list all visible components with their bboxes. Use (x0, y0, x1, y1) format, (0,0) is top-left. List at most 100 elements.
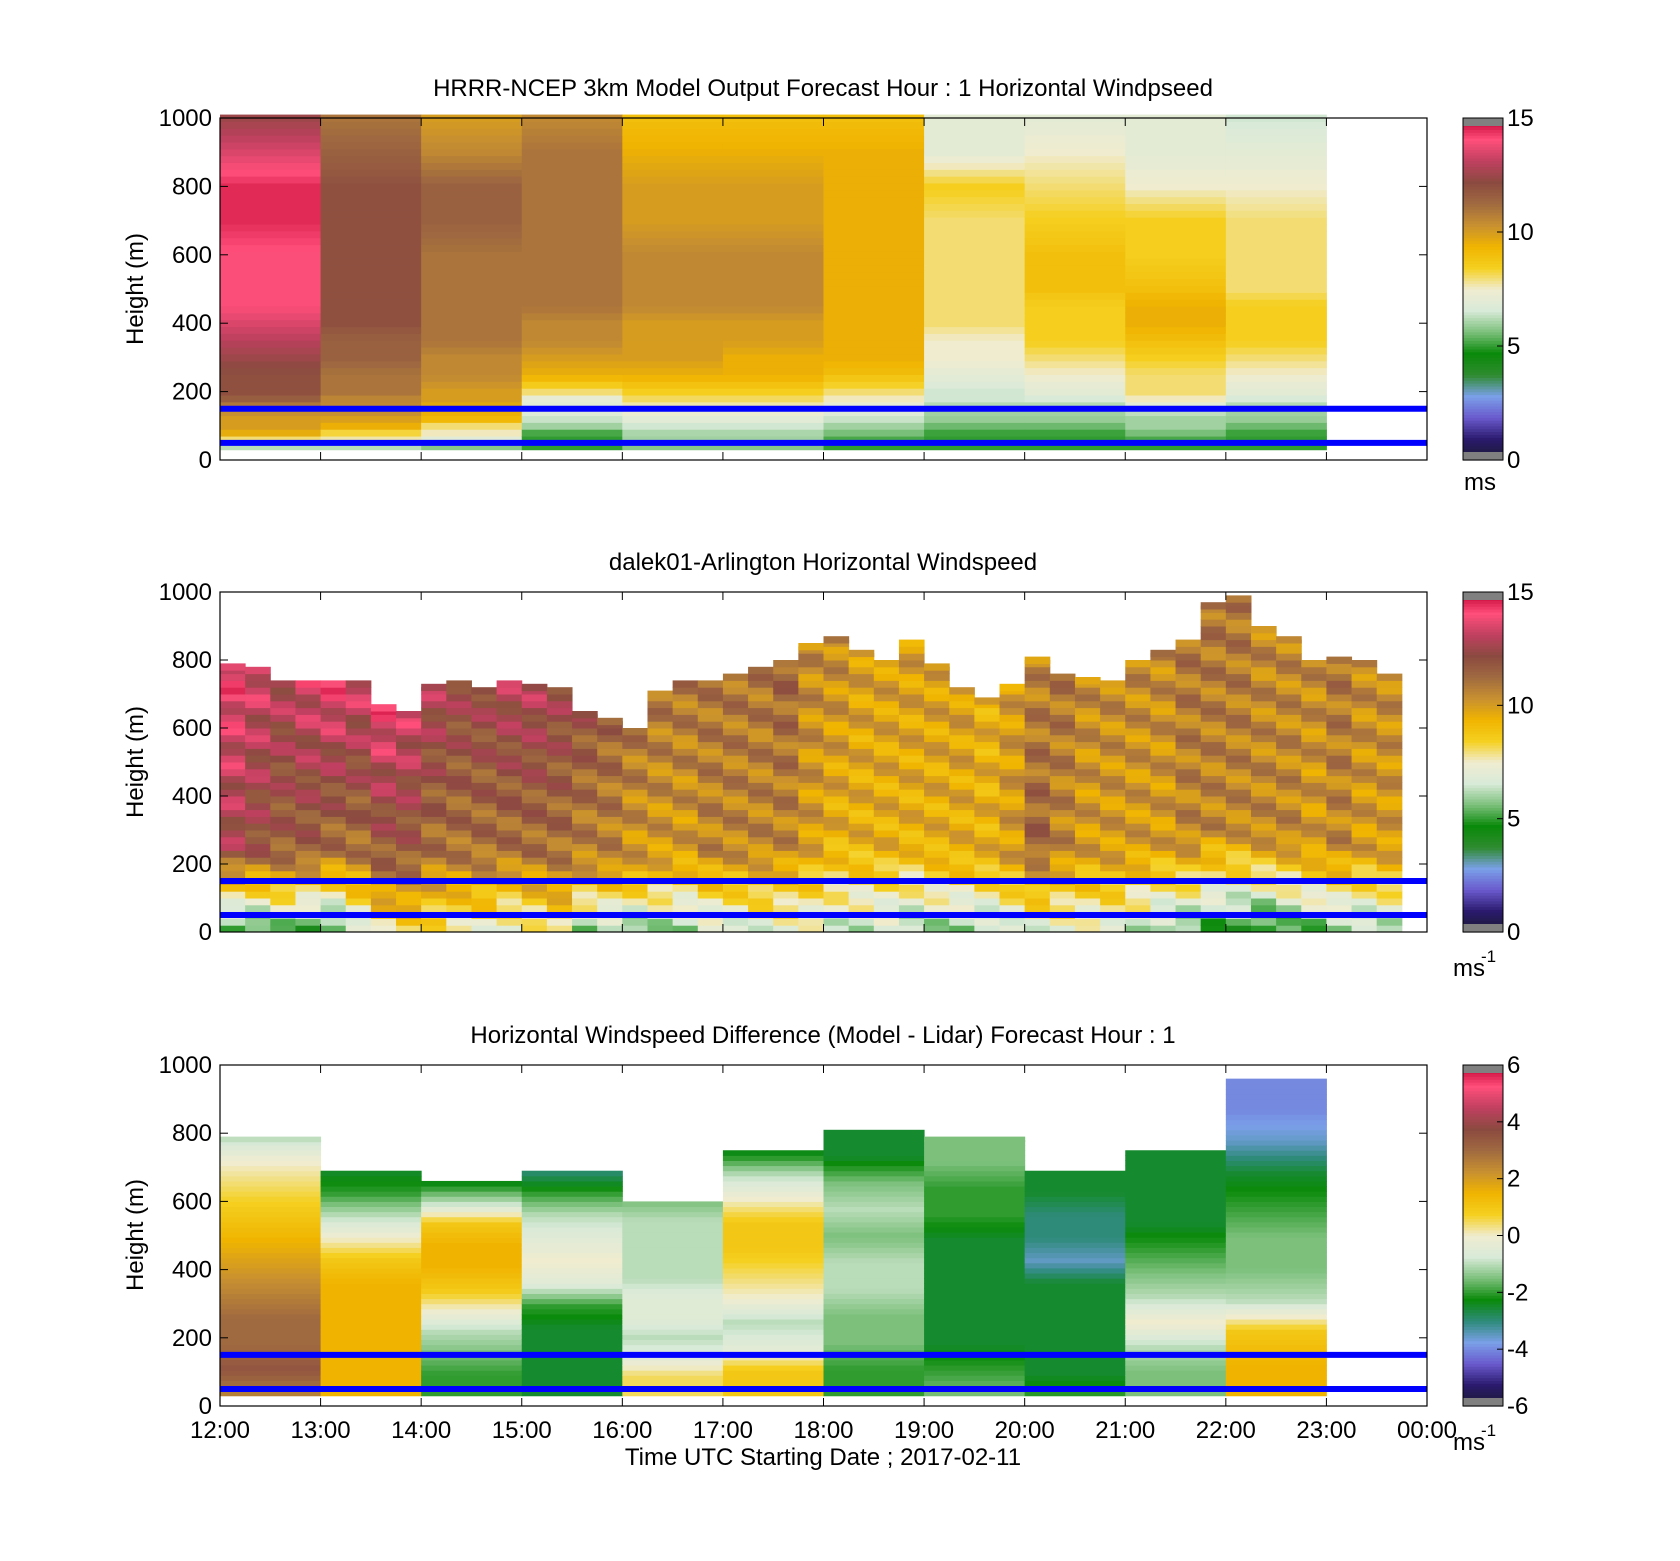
heatmap-cell (295, 734, 322, 743)
heatmap-cell (1225, 1288, 1327, 1294)
heatmap-cell (421, 367, 523, 375)
heatmap-cell (1376, 904, 1403, 913)
heatmap-cell (1250, 632, 1277, 641)
heatmap-cell (270, 755, 296, 763)
heatmap-cell (320, 1175, 422, 1182)
heatmap-cell (622, 230, 724, 239)
colorbar-segment (1463, 403, 1503, 407)
heatmap-cell (1376, 721, 1403, 729)
heatmap-cell (370, 734, 397, 743)
heatmap-cell (1376, 775, 1403, 783)
colorbar-segment (1463, 807, 1503, 811)
panel-lidar-colorbar-unit-sup: -1 (1481, 947, 1496, 966)
heatmap-cell (924, 367, 1026, 375)
heatmap-cell (924, 1216, 1026, 1223)
heatmap-cell (421, 1273, 523, 1279)
heatmap-cell (1024, 408, 1126, 417)
heatmap-cell (421, 1319, 523, 1325)
heatmap-cell (823, 148, 925, 157)
colorbar-segment (1463, 821, 1503, 825)
heatmap-cell (873, 884, 900, 892)
heatmap-cell (974, 809, 1001, 817)
heatmap-cell (521, 694, 548, 702)
heatmap-cell (546, 904, 573, 913)
heatmap-cell (220, 1319, 322, 1325)
heatmap-cell (521, 381, 623, 389)
heatmap-cell (1250, 734, 1277, 743)
colorbar-segment (1463, 790, 1503, 794)
heatmap-cell (1150, 925, 1177, 933)
heatmap-cell (320, 1344, 422, 1351)
colorbar-segment (1463, 1221, 1503, 1225)
heatmap-cell (924, 415, 1026, 423)
heatmap-cell (597, 768, 623, 777)
heatmap-cell (1150, 870, 1177, 879)
heatmap-cell (1150, 857, 1177, 865)
heatmap-cell (1200, 612, 1227, 620)
heatmap-cell (1150, 775, 1177, 783)
colorbar-tick-label: 15 (1507, 105, 1534, 132)
heatmap-cell (345, 762, 372, 770)
heatmap-cell (748, 830, 774, 838)
heatmap-cell (521, 141, 623, 150)
heatmap-cell (1225, 388, 1327, 396)
heatmap-cell (1150, 782, 1177, 790)
heatmap-cell (396, 711, 422, 719)
colorbar-segment (1463, 1263, 1503, 1268)
heatmap-cell (823, 1150, 925, 1156)
heatmap-cell (1125, 1252, 1227, 1259)
heatmap-cell (220, 870, 246, 879)
heatmap-cell (220, 748, 246, 756)
heatmap-cell (823, 1206, 925, 1213)
heatmap-cell (974, 816, 1001, 824)
heatmap-cell (396, 728, 422, 736)
heatmap-cell (1024, 891, 1051, 899)
heatmap-cell (1125, 155, 1227, 163)
colorbar-segment (1463, 909, 1503, 913)
heatmap-cell (1250, 904, 1277, 913)
heatmap-cell (1225, 1283, 1327, 1289)
heatmap-cell (898, 646, 925, 654)
heatmap-cell (1301, 870, 1327, 879)
heatmap-cell (396, 816, 422, 824)
heatmap-cell (572, 768, 598, 777)
heatmap-cell (1351, 714, 1378, 722)
heatmap-cell (697, 700, 724, 709)
heatmap-cell (1125, 1191, 1227, 1197)
heatmap-cell (823, 1247, 925, 1254)
heatmap-cell (622, 1380, 724, 1387)
heatmap-cell (220, 319, 322, 328)
heatmap-cell (1225, 870, 1252, 879)
heatmap-cell (320, 340, 422, 348)
heatmap-cell (1024, 128, 1126, 136)
heatmap-cell (572, 850, 598, 858)
heatmap-cell (697, 884, 724, 892)
heatmap-cell (722, 429, 824, 437)
heatmap-cell (446, 850, 472, 858)
heatmap-cell (748, 864, 774, 872)
x-tick-label: 13:00 (291, 1417, 351, 1444)
x-tick-label: 17:00 (693, 1417, 753, 1444)
heatmap-cell (974, 898, 1001, 906)
heatmap-cell (521, 864, 548, 872)
heatmap-cell (320, 1298, 422, 1305)
heatmap-cell (220, 224, 322, 232)
heatmap-cell (245, 918, 271, 926)
heatmap-cell (722, 203, 824, 211)
heatmap-cell (722, 1303, 824, 1310)
colorbar-segment (1463, 414, 1503, 418)
heatmap-cell (999, 721, 1026, 729)
heatmap-cell (396, 721, 422, 729)
colorbar-segment (1463, 334, 1503, 339)
heatmap-cell (823, 1170, 925, 1177)
heatmap-cell (1125, 748, 1151, 756)
heatmap-cell (1100, 680, 1126, 688)
heatmap-cell (446, 714, 472, 722)
heatmap-cell (546, 700, 573, 709)
colorbar-segment (1463, 1332, 1503, 1336)
heatmap-cell (1175, 891, 1202, 899)
heatmap-cell (823, 1390, 925, 1397)
heatmap-cell (521, 1180, 623, 1187)
heatmap-cell (898, 775, 925, 783)
heatmap-cell (1225, 595, 1252, 603)
